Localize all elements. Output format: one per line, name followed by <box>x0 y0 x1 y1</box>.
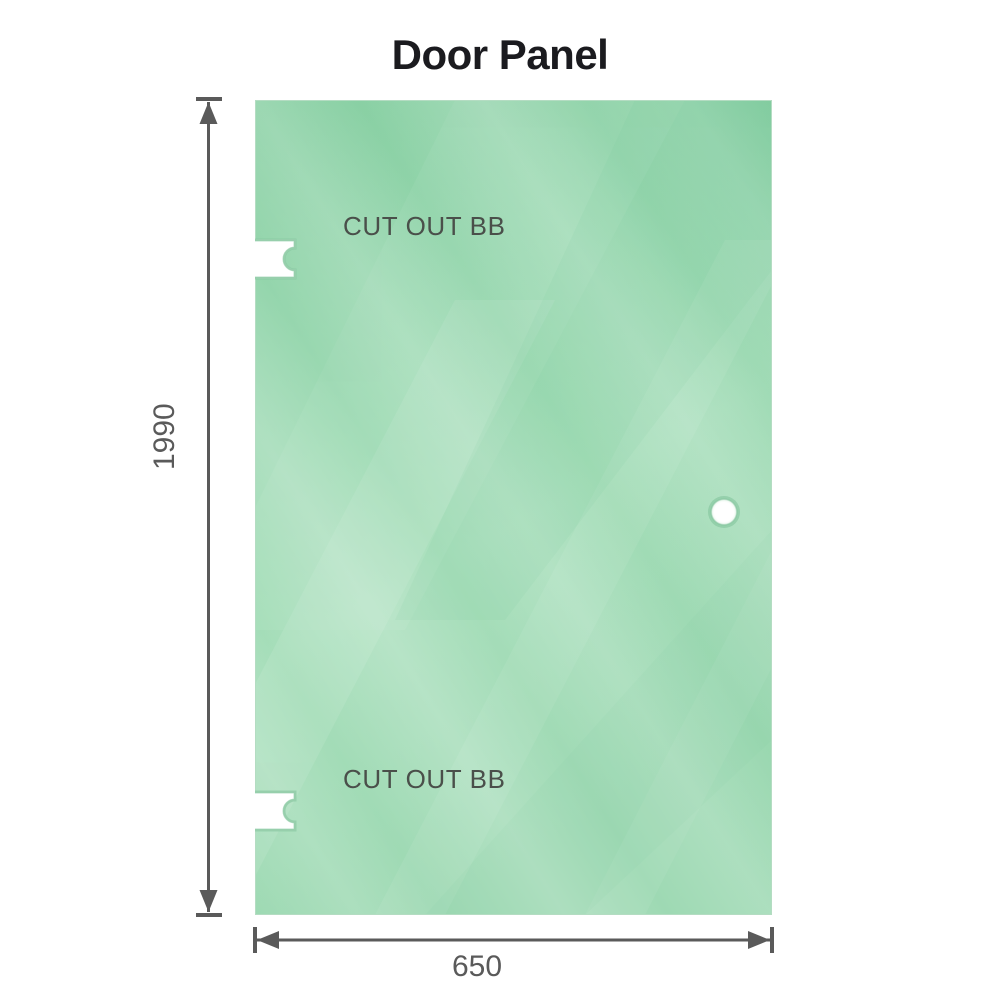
handle-hole <box>708 496 740 528</box>
glass-body <box>255 100 772 915</box>
cutout-label-top: CUT OUT BB <box>343 211 506 241</box>
cutout-label-bottom: CUT OUT BB <box>343 764 506 794</box>
glass-panel <box>255 100 772 915</box>
page-title: Door Panel <box>391 31 609 78</box>
dimension-width-label: 650 <box>452 950 503 983</box>
cutout-top <box>255 238 297 280</box>
cutout-bottom <box>255 790 297 832</box>
dimension-height-label: 1990 <box>148 403 181 470</box>
dimension-width <box>240 918 800 968</box>
dimension-height <box>180 88 240 928</box>
